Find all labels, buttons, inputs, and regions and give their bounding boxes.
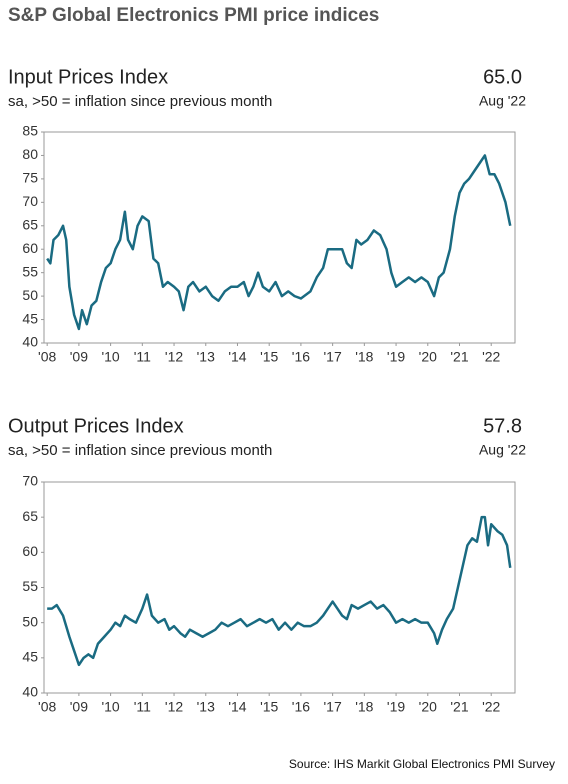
y-tick-label: 45 xyxy=(22,310,38,326)
x-tick-label: '14 xyxy=(228,699,246,715)
y-tick-label: 65 xyxy=(22,508,38,524)
latest-value: 57.8 xyxy=(483,415,522,437)
chart-title: Output Prices Index xyxy=(8,415,184,437)
x-tick-label: '18 xyxy=(355,349,373,365)
x-tick-label: '13 xyxy=(197,699,215,715)
y-tick-label: 60 xyxy=(22,240,38,256)
x-tick-label: '10 xyxy=(101,699,119,715)
x-tick-label: '11 xyxy=(134,349,151,365)
y-tick-label: 70 xyxy=(22,473,38,489)
x-tick-label: '10 xyxy=(101,349,119,365)
x-tick-label: '08 xyxy=(38,349,56,365)
x-tick-label: '11 xyxy=(134,699,151,715)
y-tick-label: 70 xyxy=(22,193,38,209)
x-tick-label: '09 xyxy=(70,349,88,365)
x-tick-label: '14 xyxy=(228,349,246,365)
x-tick-label: '08 xyxy=(38,699,56,715)
latest-value: 65.0 xyxy=(483,66,522,88)
x-tick-label: '22 xyxy=(482,349,500,365)
y-tick-label: 85 xyxy=(22,123,38,139)
latest-date: Aug '22 xyxy=(479,93,526,109)
x-tick-label: '19 xyxy=(387,349,405,365)
y-tick-label: 60 xyxy=(22,543,38,559)
chart-subtitle: sa, >50 = inflation since previous month xyxy=(8,93,272,110)
y-tick-label: 50 xyxy=(22,287,38,303)
x-tick-label: '13 xyxy=(197,349,215,365)
x-tick-label: '18 xyxy=(355,699,373,715)
data-line xyxy=(46,154,512,331)
chart-subtitle: sa, >50 = inflation since previous month xyxy=(8,442,272,459)
x-tick-label: '12 xyxy=(165,349,183,365)
x-tick-label: '12 xyxy=(165,699,183,715)
x-tick-label: '21 xyxy=(450,699,468,715)
x-tick-label: '22 xyxy=(482,699,500,715)
y-tick-label: 65 xyxy=(22,216,38,232)
x-tick-label: '17 xyxy=(324,349,342,365)
plot-frame xyxy=(43,481,516,694)
latest-date: Aug '22 xyxy=(479,442,526,458)
data-line xyxy=(47,515,512,667)
y-tick-label: 50 xyxy=(22,613,38,629)
x-tick-label: '09 xyxy=(70,699,88,715)
x-tick-label: '15 xyxy=(260,349,278,365)
y-tick-label: 80 xyxy=(22,146,38,162)
y-tick-label: 55 xyxy=(22,578,38,594)
source: Source: IHS Markit Global Electronics PM… xyxy=(289,757,555,771)
x-tick-label: '21 xyxy=(450,349,468,365)
x-tick-label: '20 xyxy=(419,699,437,715)
x-tick-label: '19 xyxy=(387,699,405,715)
x-tick-label: '16 xyxy=(292,349,310,365)
plot-frame xyxy=(43,131,516,344)
y-tick-label: 40 xyxy=(22,334,38,350)
x-tick-label: '20 xyxy=(419,349,437,365)
y-tick-label: 45 xyxy=(22,649,38,665)
x-tick-label: '17 xyxy=(324,699,342,715)
y-tick-label: 55 xyxy=(22,263,38,279)
x-tick-label: '15 xyxy=(260,699,278,715)
x-tick-label: '16 xyxy=(292,699,310,715)
y-tick-label: 75 xyxy=(22,170,38,186)
chart-title: Input Prices Index xyxy=(8,66,168,88)
y-tick-label: 40 xyxy=(22,684,38,700)
page-title: S&P Global Electronics PMI price indices xyxy=(8,5,379,26)
